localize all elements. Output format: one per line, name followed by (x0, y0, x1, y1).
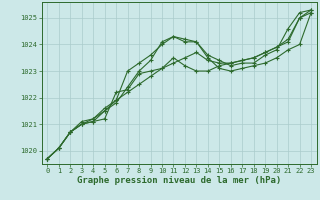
X-axis label: Graphe pression niveau de la mer (hPa): Graphe pression niveau de la mer (hPa) (77, 176, 281, 185)
